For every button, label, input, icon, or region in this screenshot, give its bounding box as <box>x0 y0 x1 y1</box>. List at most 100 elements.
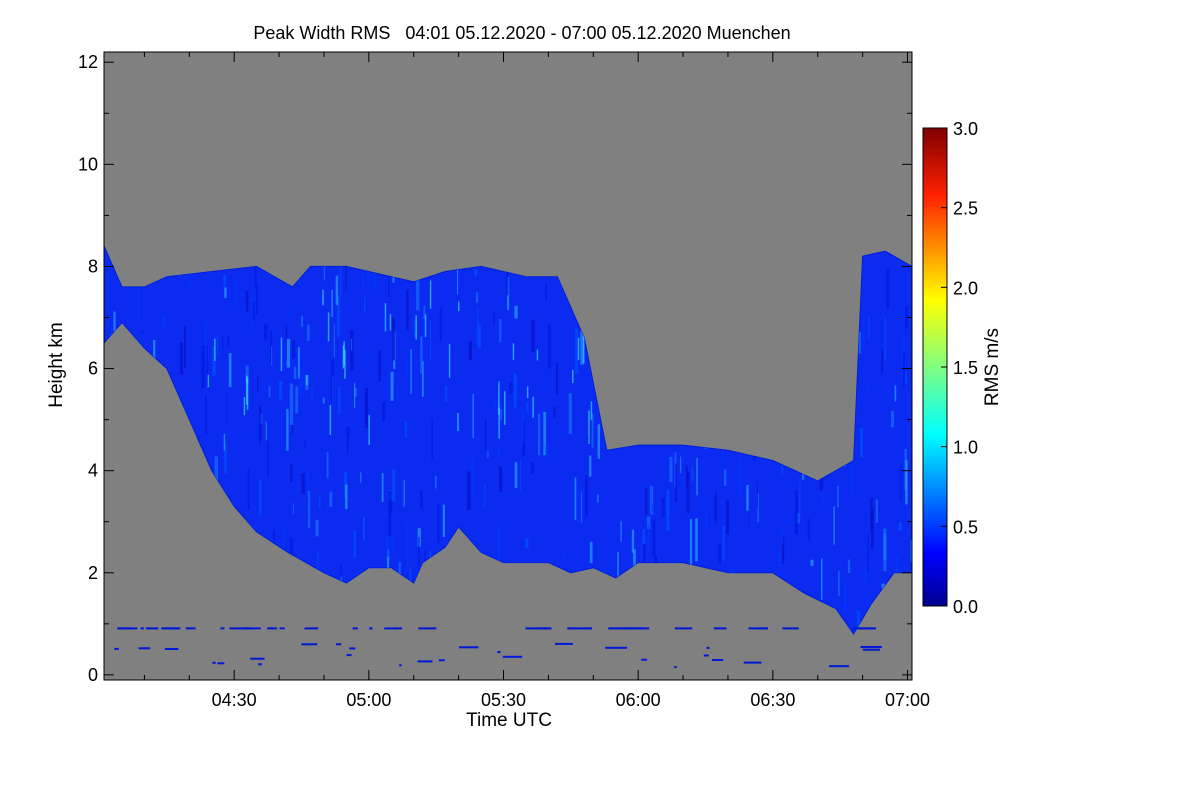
echo-streak <box>714 491 717 524</box>
echo-streak <box>184 325 187 369</box>
echo-streak <box>252 302 255 320</box>
echo-streak-bright <box>504 391 506 425</box>
echo-streak <box>281 413 283 446</box>
echo-streak <box>353 530 356 558</box>
echo-streak-bright <box>246 377 249 410</box>
echo-streak <box>403 480 405 507</box>
speckle-mark <box>335 643 342 646</box>
echo-streak <box>675 463 678 502</box>
speckle-mark <box>674 666 677 669</box>
colorbar-title: RMS m/s <box>982 328 1003 406</box>
echo-streak-bright <box>389 314 392 331</box>
echo-streak <box>696 458 698 496</box>
echo-streak <box>333 324 335 357</box>
echo-streak <box>597 494 599 503</box>
echo-streak-bright <box>280 337 283 372</box>
echo-streak <box>418 536 420 567</box>
echo-streak <box>471 458 474 496</box>
echo-streak <box>545 284 548 300</box>
echo-streak <box>695 518 698 562</box>
speckle-mark <box>862 648 881 651</box>
y-axis-title: Height km <box>46 322 67 408</box>
echo-streak <box>891 410 895 428</box>
echo-streak-bright <box>424 314 427 338</box>
echo-streak <box>585 474 588 517</box>
echo-streak <box>748 513 750 526</box>
echo-streak-bright <box>590 401 593 420</box>
echo-streak <box>360 472 362 483</box>
speckle-mark <box>860 646 882 648</box>
y-tick-label: 8 <box>88 256 98 276</box>
speckle-mark <box>438 659 445 662</box>
echo-streak-bright <box>448 344 451 378</box>
echo-streak <box>289 537 293 561</box>
colorbar-tick-label: 0.0 <box>953 597 978 617</box>
echo-streak <box>860 427 863 458</box>
speckle-mark <box>502 655 523 658</box>
echo-streak <box>224 287 227 299</box>
speckle-mark <box>706 646 710 649</box>
echo-streak <box>201 345 205 388</box>
echo-streak-bright <box>512 343 515 360</box>
echo-streak <box>661 498 665 517</box>
echo-streak <box>500 409 502 420</box>
echo-streak <box>317 552 319 583</box>
echo-streak <box>319 495 321 508</box>
colorbar-tick-label: 2.0 <box>953 278 978 298</box>
echo-streak <box>472 394 474 438</box>
echo-streak <box>286 408 289 451</box>
echo-streak <box>644 487 648 515</box>
echo-streak <box>345 260 347 291</box>
echo-streak <box>283 523 285 558</box>
echo-streak <box>739 459 743 494</box>
chart-title: Peak Width RMS 04:01 05.12.2020 - 07:00 … <box>253 23 790 43</box>
echo-streak <box>392 469 396 502</box>
echo-streak <box>786 516 788 524</box>
echo-streak <box>458 420 461 433</box>
echo-streak <box>416 276 420 311</box>
echo-streak <box>437 504 440 543</box>
echo-streak <box>650 485 654 515</box>
echo-streak <box>597 424 600 459</box>
echo-streak <box>646 516 651 530</box>
echo-streak <box>420 336 423 374</box>
echo-streak <box>331 290 333 317</box>
speckle-mark <box>712 659 724 661</box>
speckle-mark <box>301 643 318 646</box>
echo-streak-bright <box>214 338 216 361</box>
echo-streak <box>666 489 670 531</box>
speckle-mark <box>279 627 285 630</box>
echo-streak <box>307 324 310 341</box>
echo-streak <box>268 386 271 398</box>
speckle-mark <box>395 627 399 630</box>
echo-streak <box>205 395 207 434</box>
echo-streak-bright <box>384 303 387 332</box>
echo-streak <box>363 517 365 541</box>
echo-streak <box>224 441 227 474</box>
x-axis-ticks: 04:30 05:00 05:30 06:00 06:30 07:00 <box>143 52 930 710</box>
echo-streak <box>323 256 326 280</box>
speckle-mark <box>641 658 648 661</box>
echo-streak <box>292 340 296 359</box>
echo-streak <box>267 440 269 478</box>
echo-streak <box>476 292 479 303</box>
echo-streak <box>322 397 325 404</box>
y-axis-ticks: 0 2 4 6 8 10 12 <box>78 52 912 685</box>
echo-streak <box>807 518 810 540</box>
echo-streak <box>397 388 399 398</box>
echo-streak <box>226 392 228 422</box>
echo-streak <box>778 554 781 568</box>
echo-streak-bright <box>532 396 534 418</box>
echo-streak <box>589 541 593 563</box>
echo-streak <box>382 401 386 422</box>
echo-streak <box>339 564 342 576</box>
echo-streak <box>406 523 408 568</box>
echo-streak <box>362 273 364 287</box>
echo-streak <box>610 530 612 571</box>
speckle-mark <box>605 646 628 649</box>
echo-streak <box>647 525 649 550</box>
echo-streak <box>574 328 579 374</box>
echo-streak-bright <box>368 414 370 445</box>
echo-streak <box>545 445 549 459</box>
